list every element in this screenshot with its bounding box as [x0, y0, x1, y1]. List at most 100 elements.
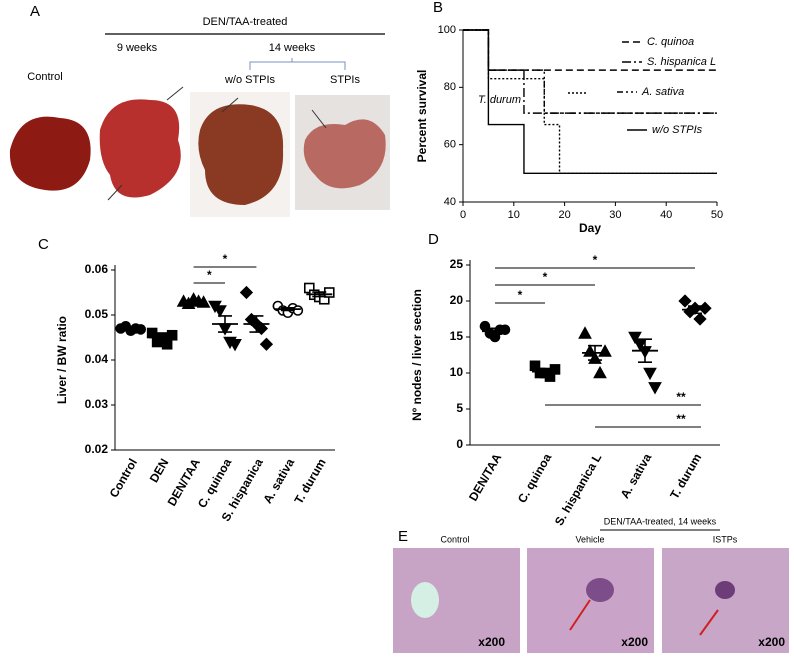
data-point: [598, 344, 612, 357]
y-tick-label: 40: [444, 196, 456, 208]
y-axis-label: Liver / BW ratio: [55, 316, 69, 404]
image-label: Vehicle: [575, 534, 604, 544]
panel-letter: C: [38, 236, 49, 253]
panel-letter: D: [428, 231, 439, 248]
arrow: [699, 609, 719, 636]
y-tick-label: 0.03: [85, 397, 109, 411]
x-tick-label: A. sativa: [618, 451, 655, 501]
x-tick-label: 10: [508, 209, 520, 221]
x-tick-label: 50: [711, 209, 723, 221]
data-point: [161, 338, 173, 350]
y-tick-label: 0.02: [85, 442, 109, 456]
data-point: [213, 305, 227, 318]
group-label: DEN/TAA-treated, 14 weeks: [604, 516, 717, 526]
magnification: x200: [621, 635, 648, 649]
y-tick-label: 0.04: [85, 352, 109, 366]
group-label: DEN/TAA-treated: [203, 16, 288, 28]
panel-letter: B: [433, 0, 443, 16]
time-label: 14 weeks: [269, 42, 316, 54]
x-tick-label: DEN: [147, 456, 172, 485]
significance-label: *: [543, 270, 548, 284]
panel-letter: A: [30, 3, 40, 20]
data-point: [648, 382, 662, 395]
error-bar: [218, 315, 232, 333]
data-point: [643, 367, 657, 381]
data-point: [239, 285, 254, 300]
group-label: STPIs: [330, 74, 360, 86]
significance-label: **: [676, 412, 686, 426]
group-label: Control: [27, 71, 62, 83]
significance-label: **: [676, 390, 686, 404]
significance-label: *: [593, 253, 598, 267]
image-label: Control: [440, 534, 469, 544]
error-bar: [312, 291, 327, 298]
x-tick-label: 20: [558, 209, 570, 221]
significance-label: *: [207, 268, 212, 282]
error-bar: [638, 338, 652, 363]
error-bar: [538, 368, 552, 375]
data-point: [499, 324, 511, 336]
error-bar: [123, 326, 138, 331]
image-label: ISTPs: [713, 534, 738, 544]
y-tick-label: 10: [450, 365, 464, 379]
y-tick-label: 0.06: [85, 262, 109, 276]
data-point: [693, 312, 707, 326]
x-tick-label: 0: [460, 209, 466, 221]
data-point: [146, 327, 158, 339]
x-tick-label: DEN/TAA: [466, 451, 505, 504]
magnification: x200: [478, 635, 505, 649]
vessel: [411, 582, 439, 618]
liver-photo: [198, 104, 284, 205]
nodule: [586, 578, 614, 602]
arrow: [569, 599, 591, 631]
data-point: [578, 326, 592, 339]
liver-photo: [99, 99, 181, 198]
data-point: [259, 337, 274, 351]
y-axis-label: Nº nodes / liver section: [410, 289, 424, 421]
y-tick-label: 60: [444, 139, 456, 151]
panel-e: E Control Vehicle DEN/TAA-treated, 14 we…: [393, 516, 789, 653]
panel-a: A DEN/TAA-treated 9 weeks 14 weeks w/o S…: [9, 3, 390, 217]
liver-photo: [303, 119, 386, 189]
y-tick-label: 5: [456, 401, 463, 415]
x-tick-label: 40: [660, 209, 672, 221]
significance-label: *: [518, 288, 523, 302]
legend-label: A. sativa: [641, 86, 684, 98]
y-axis-label: Percent survival: [415, 70, 429, 163]
x-tick-label: T. durum: [667, 451, 704, 501]
y-tick-label: 0.05: [85, 307, 109, 321]
legend-label: S. hispanica L: [647, 56, 716, 68]
liver-photo: [9, 116, 91, 191]
data-point: [228, 338, 242, 352]
nodule: [715, 581, 735, 599]
x-axis-label: Day: [579, 221, 601, 235]
data-point: [698, 301, 712, 315]
survival-curve: [463, 29, 717, 175]
y-tick-label: 100: [438, 24, 456, 36]
data-point: [678, 294, 692, 308]
error-bar: [688, 305, 702, 315]
group-label: w/o STPIs: [224, 74, 276, 86]
x-tick-label: Control: [107, 456, 140, 500]
data-point: [628, 331, 642, 345]
y-tick-label: 0: [456, 437, 463, 451]
y-tick-label: 20: [450, 293, 464, 307]
legend-label: T. durum: [478, 94, 521, 106]
error-bar: [488, 327, 502, 335]
data-point: [254, 321, 269, 336]
legend-label: C. quinoa: [647, 36, 694, 48]
error-bar: [249, 315, 264, 333]
x-tick-label: C. quinoa: [515, 451, 555, 506]
legend-label: w/o STPIs: [652, 124, 703, 136]
arrows: [107, 86, 327, 201]
y-tick-label: 15: [450, 329, 464, 343]
panel-letter: E: [398, 528, 408, 545]
error-bar: [186, 299, 201, 304]
x-tick-label: S. hispanica L: [552, 451, 604, 528]
y-tick-label: 80: [444, 81, 456, 93]
y-tick-label: 25: [450, 257, 464, 271]
x-tick-label: 30: [609, 209, 621, 221]
data-point: [593, 365, 607, 379]
time-label: 9 weeks: [117, 42, 158, 54]
